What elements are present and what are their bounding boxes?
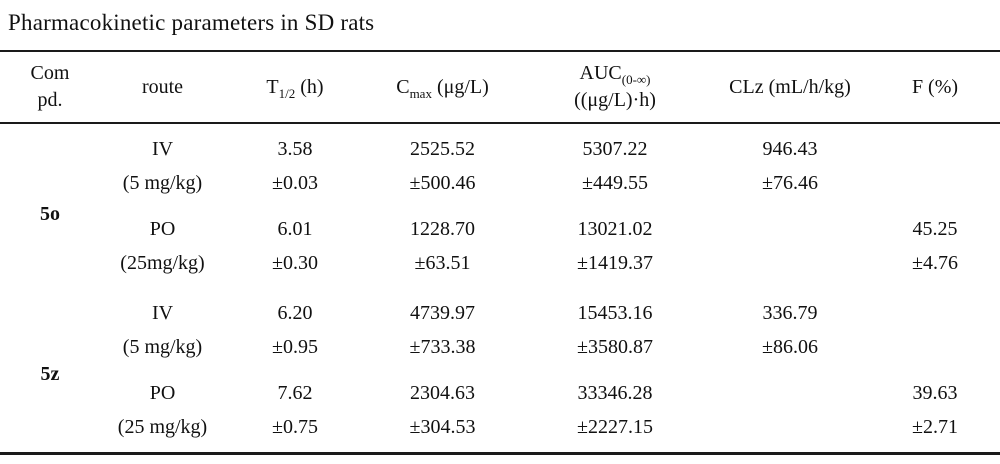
cell-route: PO	[149, 218, 176, 240]
cell-clz: ±86.06	[762, 336, 818, 358]
cell-f	[870, 166, 1000, 212]
cell-route: (5 mg/kg)	[122, 172, 203, 194]
cell-clz	[710, 246, 870, 296]
header-auc-base: AUC	[579, 62, 622, 84]
pharmacokinetics-table: Com pd. route T1/2 (h) Cmax (μg/L) AUC(0…	[0, 50, 1000, 455]
header-compound-line1: Com	[30, 62, 70, 84]
cell-auc: ±449.55	[582, 172, 648, 194]
cell-clz	[710, 410, 870, 454]
cell-route: (25mg/kg)	[120, 252, 205, 274]
compound-label-5o: 5o	[40, 203, 60, 225]
cell-f: ±4.76	[912, 252, 958, 274]
header-compound: Com pd.	[0, 51, 100, 123]
header-clz: CLz (mL/h/kg)	[729, 75, 851, 98]
header-f: F (%)	[911, 75, 959, 98]
cell-t12: 6.01	[277, 218, 313, 240]
page: Pharmacokinetic parameters in SD rats Co…	[0, 10, 1000, 464]
table-title: Pharmacokinetic parameters in SD rats	[8, 10, 375, 35]
cell-cmax: ±63.51	[414, 252, 471, 274]
table-row: (25 mg/kg) ±0.75 ±304.53 ±2227.15 ±2.71	[0, 410, 1000, 454]
cell-f: 45.25	[912, 218, 958, 240]
cell-t12: ±0.30	[272, 252, 318, 274]
cell-cmax: 1228.70	[410, 218, 475, 240]
cell-t12: ±0.95	[272, 336, 318, 358]
cell-cmax: 4739.97	[410, 302, 475, 324]
cell-clz: 946.43	[762, 138, 818, 160]
cell-auc: 33346.28	[577, 382, 653, 404]
cell-route: (25 mg/kg)	[117, 416, 208, 438]
header-auc: AUC(0-∞) ((μg/L)·h)	[520, 51, 710, 123]
header-row: Com pd. route T1/2 (h) Cmax (μg/L) AUC(0…	[0, 51, 1000, 123]
cell-cmax: 2304.63	[410, 382, 475, 404]
cell-auc: 13021.02	[577, 218, 653, 240]
cell-clz	[710, 212, 870, 246]
table-row: 5z IV 6.20 4739.97 15453.16 336.79	[0, 296, 1000, 385]
table-body: 5o IV 3.58 2525.52 5307.22 946.43 (5 mg/…	[0, 123, 1000, 454]
cell-auc: ±2227.15	[577, 416, 653, 438]
cell-t12: 6.20	[277, 302, 313, 324]
header-auc-subscript: (0-∞)	[621, 72, 651, 87]
cell-f	[870, 330, 1000, 376]
header-route: route	[141, 75, 184, 98]
header-auc-line2: ((μg/L)·h)	[574, 89, 656, 111]
cell-cmax: ±304.53	[409, 416, 476, 438]
cell-f	[870, 123, 1000, 166]
cell-route: (5 mg/kg)	[122, 336, 203, 358]
header-t12-base: T	[266, 75, 279, 98]
header-auc-line1: AUC(0-∞)	[520, 60, 710, 87]
cell-auc: 5307.22	[582, 138, 648, 160]
cell-clz: 336.79	[762, 302, 818, 324]
cell-route: IV	[151, 302, 174, 324]
table-row: PO 6.01 1228.70 13021.02 45.25	[0, 212, 1000, 246]
header-t12: T1/2 (h)	[225, 51, 365, 123]
cell-auc: 15453.16	[577, 302, 653, 324]
cell-route: IV	[151, 138, 174, 160]
cell-f: ±2.71	[912, 416, 958, 438]
header-cmax: Cmax (μg/L)	[365, 51, 520, 123]
header-cmax-unit: (μg/L)	[431, 75, 489, 98]
cell-auc: ±1419.37	[577, 252, 653, 274]
cell-cmax: 2525.52	[410, 138, 475, 160]
table-row: PO 7.62 2304.63 33346.28 39.63	[0, 376, 1000, 410]
table-row: (25mg/kg) ±0.30 ±63.51 ±1419.37 ±4.76	[0, 246, 1000, 296]
cell-cmax: ±733.38	[409, 336, 476, 358]
cell-route: PO	[149, 382, 176, 404]
compound-label-5z: 5z	[40, 363, 60, 385]
cell-f: 39.63	[912, 382, 958, 404]
cell-clz	[710, 376, 870, 410]
table-row: (5 mg/kg) ±0.95 ±733.38 ±3580.87 ±86.06	[0, 330, 1000, 376]
cell-t12: 3.58	[277, 138, 313, 160]
cell-cmax: ±500.46	[409, 172, 476, 194]
cell-clz: ±76.46	[762, 172, 818, 194]
header-t12-unit: (h)	[295, 75, 324, 98]
table-row: 5o IV 3.58 2525.52 5307.22 946.43	[0, 123, 1000, 225]
header-t12-subscript: 1/2	[278, 85, 296, 101]
header-cmax-subscript: max	[409, 85, 432, 101]
cell-t12: ±0.03	[272, 172, 318, 194]
cell-f	[870, 296, 1000, 330]
cell-t12: 7.62	[277, 382, 313, 404]
header-cmax-base: C	[396, 75, 410, 98]
table-header: Com pd. route T1/2 (h) Cmax (μg/L) AUC(0…	[0, 51, 1000, 123]
cell-auc: ±3580.87	[577, 336, 653, 358]
table-row: (5 mg/kg) ±0.03 ±500.46 ±449.55 ±76.46	[0, 166, 1000, 212]
header-compound-line2: pd.	[37, 89, 63, 111]
cell-t12: ±0.75	[272, 416, 318, 438]
